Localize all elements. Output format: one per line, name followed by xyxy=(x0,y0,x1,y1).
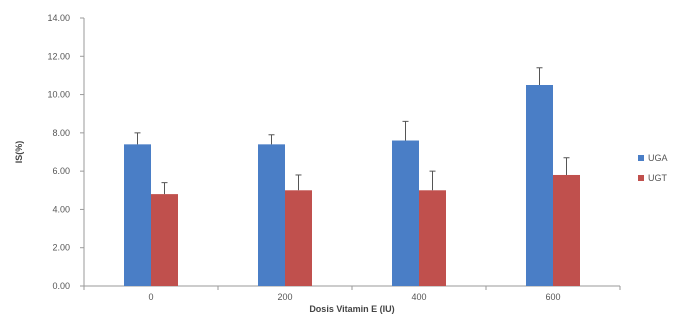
y-tick-label: 6.00 xyxy=(52,166,70,176)
legend: UGA UGT xyxy=(638,153,668,183)
y-tick-label: 14.00 xyxy=(47,13,70,23)
x-axis: 0 200 400 600 xyxy=(83,285,621,302)
bar-uga-0 xyxy=(124,144,151,286)
bar-ugt-0 xyxy=(151,194,178,286)
legend-label-uga: UGA xyxy=(648,153,668,163)
y-tick-label: 0.00 xyxy=(52,281,70,291)
y-tick-label: 2.00 xyxy=(52,243,70,253)
bars xyxy=(124,85,580,286)
y-tick-label: 10.00 xyxy=(47,90,70,100)
bar-ugt-200 xyxy=(285,190,312,286)
legend-label-ugt: UGT xyxy=(648,173,668,183)
bar-uga-400 xyxy=(392,140,419,286)
x-axis-title: Dosis Vitamin E (IU) xyxy=(309,304,394,314)
legend-swatch-ugt xyxy=(638,175,644,181)
x-tick-label: 400 xyxy=(411,292,426,302)
y-tick-label: 12.00 xyxy=(47,51,70,61)
y-axis-title: IS(%) xyxy=(14,141,24,164)
x-tick-label: 200 xyxy=(277,292,292,302)
bar-uga-600 xyxy=(526,85,553,286)
bar-uga-200 xyxy=(258,144,285,286)
y-tick-label: 8.00 xyxy=(52,128,70,138)
y-tick-label: 4.00 xyxy=(52,204,70,214)
y-axis: 0.00 2.00 4.00 6.00 8.00 10.00 12.00 14.00 xyxy=(47,13,85,291)
bar-ugt-400 xyxy=(419,190,446,286)
legend-swatch-uga xyxy=(638,155,644,161)
bar-ugt-600 xyxy=(553,174,580,286)
error-bars xyxy=(134,67,570,195)
x-tick-label: 600 xyxy=(545,292,560,302)
x-tick-label: 0 xyxy=(148,292,153,302)
